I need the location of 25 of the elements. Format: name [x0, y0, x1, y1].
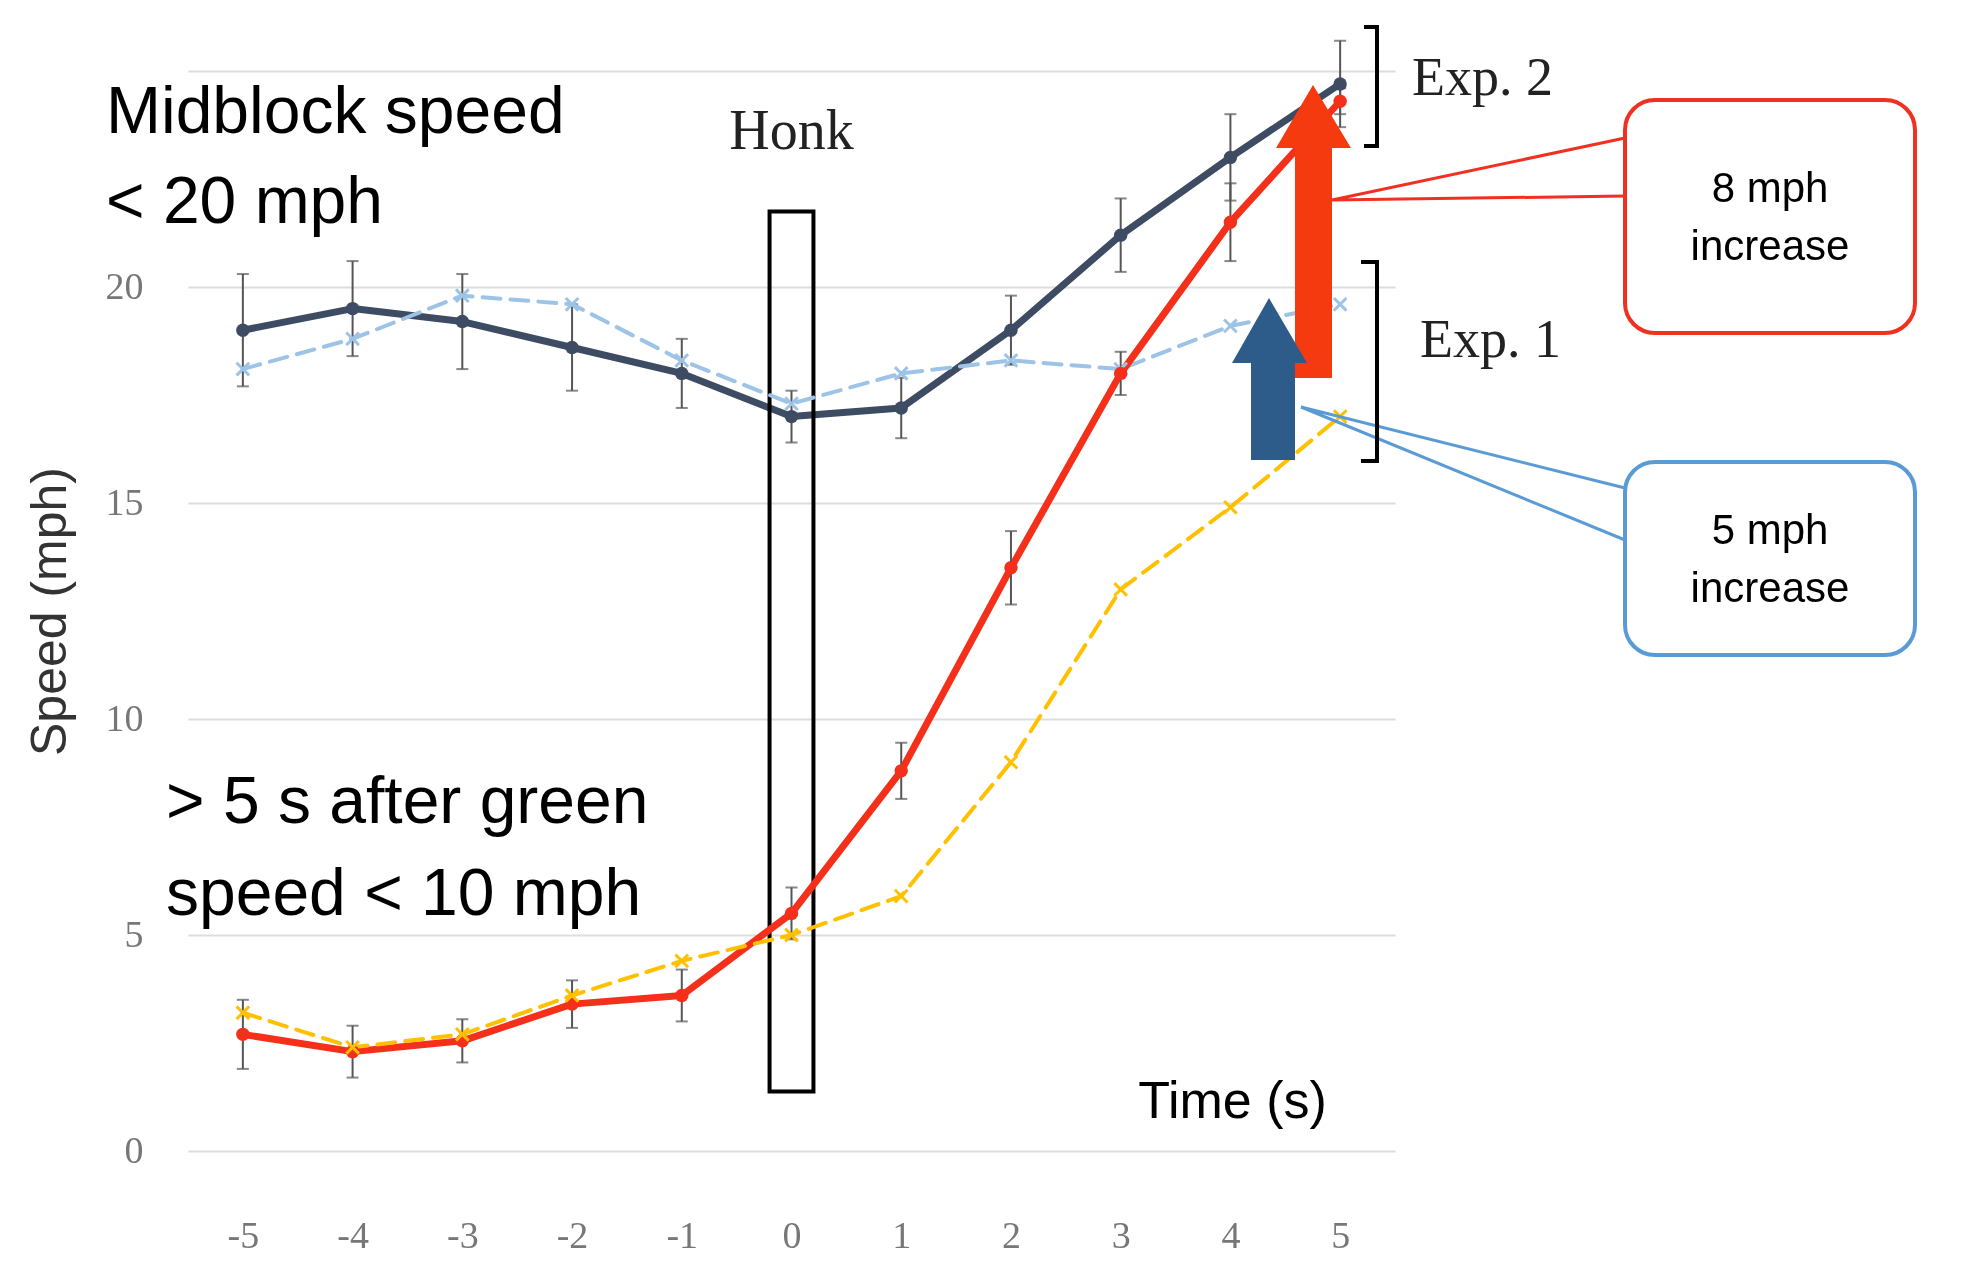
text: Exp. 2 [1412, 46, 1553, 108]
x-tick-label: 2 [1001, 1213, 1021, 1256]
y-axis-title: Speed (mph) [20, 466, 77, 757]
x-tick-label: 1 [892, 1213, 912, 1256]
x-tick-label: -4 [337, 1213, 369, 1256]
x-tick-label: -3 [446, 1213, 479, 1256]
text: 8 mph increase [1623, 98, 1917, 335]
x-tick-label: -2 [556, 1213, 589, 1256]
text: Exp. 1 [1420, 308, 1561, 370]
x-axis-title: Time (s) [1138, 1070, 1327, 1129]
y-tick-label: 15 [105, 480, 144, 523]
y-tick-label: 5 [124, 912, 144, 955]
band-label: Honk [729, 99, 854, 162]
y-tick-label: 10 [105, 696, 144, 739]
text: 5 mph increase [1623, 460, 1917, 657]
x-tick-label: 5 [1331, 1213, 1351, 1256]
y-tick-label: 0 [124, 1128, 144, 1171]
x-tick-label: 4 [1221, 1213, 1241, 1256]
annotation: > 5 s after green speed < 10 mph [166, 762, 650, 931]
x-tick-label: -1 [666, 1213, 699, 1256]
x-tick-label: 0 [782, 1213, 802, 1256]
y-tick-label: 20 [105, 264, 144, 307]
x-tick-label: 3 [1111, 1213, 1131, 1256]
x-tick-label: -5 [227, 1213, 260, 1256]
annotation: Midblock speed < 20 mph [106, 72, 566, 239]
